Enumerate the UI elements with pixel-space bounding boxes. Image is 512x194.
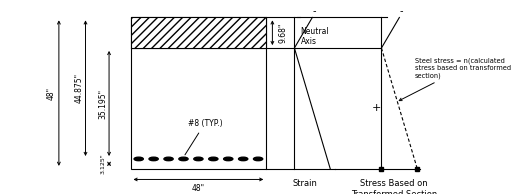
Bar [131,17,266,169]
Text: -: - [400,6,403,16]
Text: Strain: Strain [292,179,317,188]
Circle shape [224,157,233,161]
Text: Steel stress = n(calculated
stress based on transformed
section): Steel stress = n(calculated stress based… [399,58,511,101]
Circle shape [149,157,158,161]
Text: 35.195": 35.195" [98,88,108,119]
Text: 48": 48" [192,184,205,193]
Text: -: - [313,6,316,16]
Text: 3.125": 3.125" [100,153,105,174]
Text: +: + [372,103,381,113]
Circle shape [194,157,203,161]
Text: 44.875": 44.875" [75,73,84,103]
Circle shape [179,157,188,161]
Circle shape [209,157,218,161]
Circle shape [164,157,173,161]
Bar [131,17,266,48]
Text: #8 (TYP.): #8 (TYP.) [185,119,222,155]
Text: Neutral
Axis: Neutral Axis [301,27,329,46]
Text: Stress Based on
Transformed Section: Stress Based on Transformed Section [351,179,437,194]
Circle shape [253,157,263,161]
Circle shape [239,157,248,161]
Circle shape [134,157,143,161]
Text: 9.68": 9.68" [279,23,288,43]
Text: 48": 48" [47,87,56,100]
